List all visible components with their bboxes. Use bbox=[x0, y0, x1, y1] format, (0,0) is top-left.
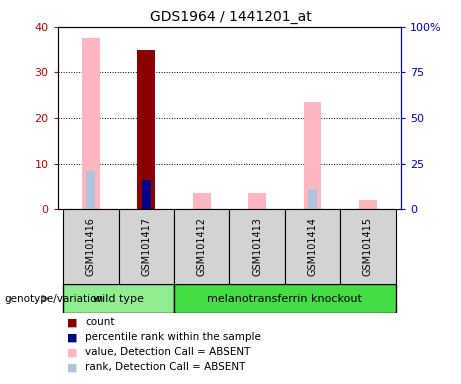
Text: ■: ■ bbox=[67, 317, 77, 327]
Text: GSM101413: GSM101413 bbox=[252, 217, 262, 276]
Text: count: count bbox=[85, 317, 115, 327]
Text: GSM101417: GSM101417 bbox=[141, 217, 151, 276]
Bar bbox=[248, 193, 266, 209]
Text: rank, Detection Call = ABSENT: rank, Detection Call = ABSENT bbox=[85, 362, 246, 372]
Bar bbox=[63, 209, 118, 284]
Bar bbox=[118, 209, 174, 284]
Bar bbox=[82, 38, 100, 209]
Bar bbox=[308, 189, 317, 209]
Bar bbox=[340, 209, 396, 284]
Bar bbox=[137, 50, 155, 209]
Text: GSM101415: GSM101415 bbox=[363, 217, 373, 276]
Text: GDS1964 / 1441201_at: GDS1964 / 1441201_at bbox=[150, 10, 311, 23]
Text: ■: ■ bbox=[67, 362, 77, 372]
Text: GSM101412: GSM101412 bbox=[197, 217, 207, 276]
Bar bbox=[285, 209, 340, 284]
Text: percentile rank within the sample: percentile rank within the sample bbox=[85, 332, 261, 342]
Bar bbox=[142, 180, 151, 209]
Text: wild type: wild type bbox=[93, 293, 144, 304]
Text: value, Detection Call = ABSENT: value, Detection Call = ABSENT bbox=[85, 347, 251, 357]
Text: GSM101416: GSM101416 bbox=[86, 217, 96, 276]
Bar bbox=[304, 102, 321, 209]
Bar bbox=[174, 284, 396, 313]
Text: ■: ■ bbox=[67, 347, 77, 357]
Text: melanotransferrin knockout: melanotransferrin knockout bbox=[207, 293, 362, 304]
Text: ■: ■ bbox=[67, 332, 77, 342]
Bar bbox=[230, 209, 285, 284]
Text: GSM101414: GSM101414 bbox=[307, 217, 318, 276]
Bar bbox=[193, 193, 211, 209]
Bar bbox=[174, 209, 230, 284]
Bar bbox=[86, 170, 95, 209]
Bar bbox=[359, 200, 377, 209]
Text: genotype/variation: genotype/variation bbox=[5, 293, 104, 304]
Bar bbox=[63, 284, 174, 313]
